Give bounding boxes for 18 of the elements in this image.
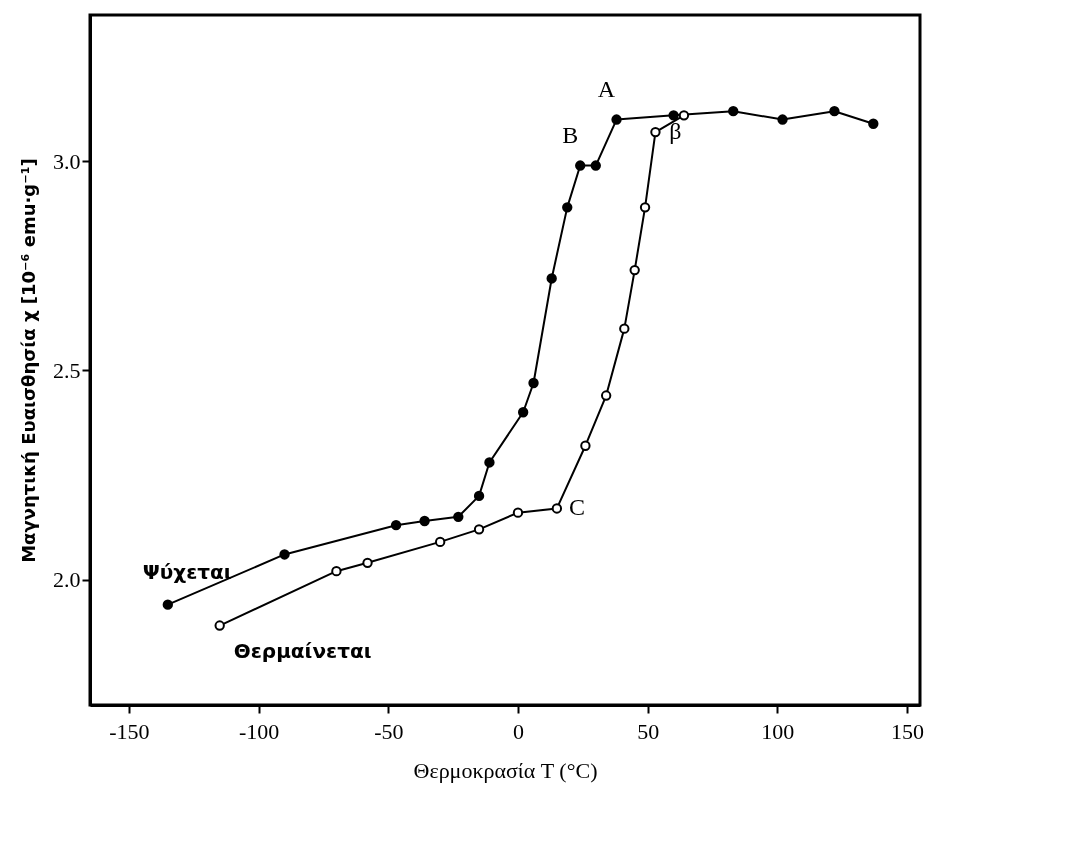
y-tick-label: 2.0 <box>53 567 81 593</box>
x-tick-label: 50 <box>637 718 660 744</box>
y-tick-label: 2.5 <box>53 357 81 383</box>
annotation: A <box>597 75 616 102</box>
x-axis-title: Θερμοκρασία T (°C) <box>413 757 598 783</box>
series-label: Θερμαίνεται <box>233 638 372 663</box>
x-tick-label: 0 <box>512 718 524 744</box>
annotation: B <box>562 121 579 148</box>
annotation: C <box>568 494 585 521</box>
y-axis-title: Μαγνητική Ευαισθησία χ [10⁻⁶ emu·g⁻¹] <box>18 158 39 563</box>
x-tick-label: -100 <box>238 718 280 744</box>
x-tick-label: -150 <box>109 718 150 744</box>
series-label: Ψύχεται <box>142 559 232 584</box>
x-tick-label: -50 <box>374 718 404 744</box>
y-tick-label: 3.0 <box>53 148 81 174</box>
annotation: β <box>669 118 682 145</box>
x-tick-label: 100 <box>761 718 795 744</box>
x-tick-label: 150 <box>891 718 925 744</box>
